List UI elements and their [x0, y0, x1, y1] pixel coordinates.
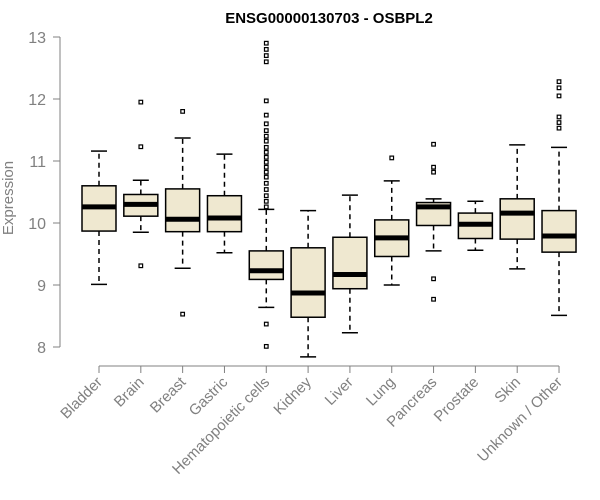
y-axis-label: Expression [0, 161, 17, 235]
outlier-point [263, 40, 269, 46]
y-tick-label: 11 [29, 154, 46, 171]
outlier-point [263, 193, 269, 199]
outlier-point [263, 138, 269, 144]
x-tick-label: Brain [111, 374, 148, 411]
x-tick-label: Liver [322, 374, 357, 409]
outlier-point [263, 154, 269, 160]
outlier-point [263, 174, 269, 180]
chart-title: ENSG00000130703 - OSBPL2 [225, 10, 433, 27]
outlier-point [263, 198, 269, 204]
box-group [499, 144, 535, 270]
box-group [332, 194, 368, 334]
outlier-point [263, 112, 269, 118]
outlier-point [431, 276, 436, 282]
outlier-point [263, 46, 269, 52]
outlier-point [263, 128, 269, 134]
outlier-point [263, 187, 269, 192]
outlier-point [431, 164, 436, 170]
outlier-point [263, 133, 269, 139]
box-group [206, 153, 243, 254]
y-tick-label: 13 [28, 30, 46, 47]
outlier-point [138, 263, 144, 269]
outlier-point [263, 204, 269, 210]
y-axis: 8 9 10 11 12 13 [28, 30, 61, 357]
outlier-point [138, 144, 144, 150]
y-tick-label: 10 [28, 216, 46, 233]
outlier-point [180, 311, 186, 317]
box-iqr [206, 194, 243, 233]
outlier-point [263, 53, 269, 58]
x-tick-label: Prostate [431, 374, 483, 426]
outlier-point [263, 149, 269, 155]
outlier-point [556, 85, 562, 91]
x-tick-label: Breast [147, 373, 190, 416]
box-group [457, 200, 494, 252]
outlier-point [556, 120, 562, 125]
box-group [290, 209, 326, 358]
box-group [164, 108, 201, 317]
outlier-point [180, 108, 186, 114]
box-iqr [248, 250, 285, 281]
outlier-point [138, 99, 144, 105]
box-iqr [290, 247, 326, 318]
outlier-point [431, 141, 436, 147]
box-iqr [499, 198, 535, 240]
y-tick-label: 9 [37, 278, 46, 295]
x-tick-label: Bladder [57, 374, 106, 423]
x-tick-label: Kidney [270, 373, 315, 418]
y-tick-label: 8 [37, 340, 46, 357]
outlier-point [263, 121, 269, 127]
outlier-point [556, 79, 562, 85]
y-tick-label: 12 [28, 92, 46, 109]
outlier-point [431, 296, 436, 302]
outlier-point [263, 164, 269, 170]
outlier-point [263, 59, 269, 65]
outlier-point [263, 144, 269, 150]
box-series [81, 40, 577, 358]
outlier-point [263, 180, 269, 186]
box-group [415, 141, 452, 302]
box-iqr [164, 188, 201, 233]
outlier-point [389, 155, 395, 161]
box-group [373, 155, 410, 286]
outlier-point [263, 159, 269, 165]
box-group [81, 150, 117, 286]
box-iqr [541, 209, 577, 253]
x-tick-label: Lung [363, 374, 399, 410]
box-group [123, 99, 159, 269]
box-group [248, 40, 285, 349]
box-iqr [332, 236, 368, 290]
outlier-point [263, 169, 269, 175]
outlier-point [556, 93, 562, 99]
outlier-point [263, 321, 269, 327]
outlier-point [431, 169, 436, 175]
outlier-point [263, 98, 269, 104]
x-tick-label: Skin [491, 374, 524, 407]
outlier-point [556, 125, 562, 131]
outlier-point [556, 114, 562, 120]
outlier-point [263, 343, 269, 349]
box-group [541, 79, 577, 317]
